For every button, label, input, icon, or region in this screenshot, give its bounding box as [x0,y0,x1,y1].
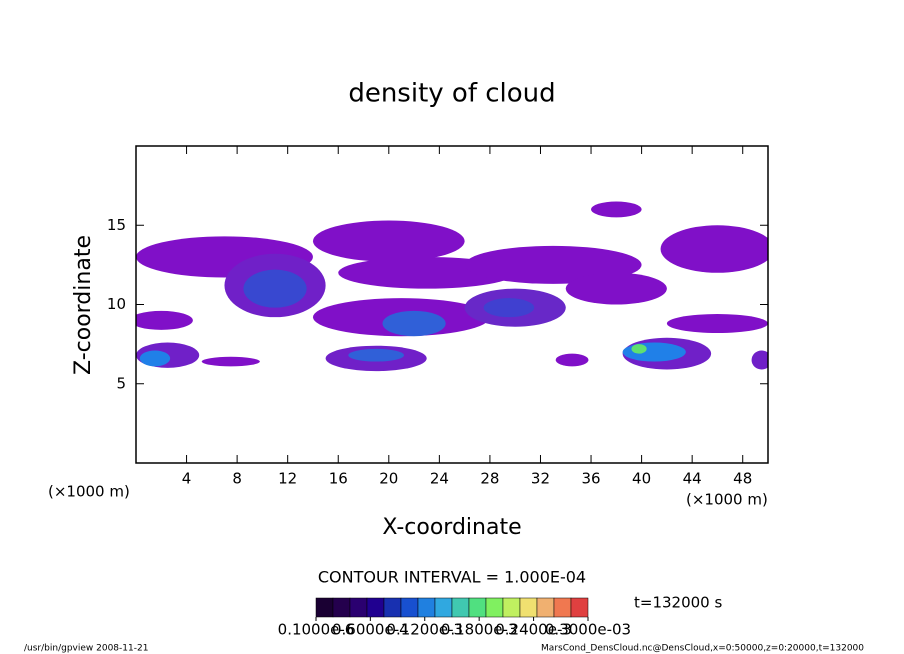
cloud-region [666,314,768,334]
colorbar-swatch [519,597,538,618]
x-tick-label: 16 [329,470,348,488]
cloud-region [243,269,307,308]
colorbar-swatch [366,597,385,618]
colorbar-swatch [383,597,402,618]
colorbar-swatch [332,597,351,618]
x-tick-label: 4 [182,470,192,488]
colorbar-swatch [451,597,470,618]
y-tick-label: 10 [107,295,126,313]
colorbar-swatch [502,597,521,618]
colorbar-tick-label: 0.3000e-03 [545,621,631,639]
footer-right: MarsCond_DensCloud.nc@DensCloud,x=0:5000… [541,644,864,654]
x-tick-label: 36 [581,470,600,488]
y-tick-label: 15 [107,216,126,234]
x-tick-label: 32 [531,470,550,488]
cloud-region [631,344,647,354]
x-tick-label: 28 [480,470,499,488]
y-axis-label: Z-coordinate [71,235,96,375]
x-axis-label: X-coordinate [382,515,521,540]
chart-title: density of cloud [348,79,555,109]
colorbar-swatch [536,597,555,618]
cloud-region [751,350,768,370]
colorbar-swatch [349,597,368,618]
colorbar-tick-label: 0.1000e-6 [278,621,355,639]
cloud-region [555,353,589,367]
x-unit: (×1000 m) [686,491,768,509]
cloud-region [660,225,768,273]
colorbar-swatch [434,597,453,618]
cloud-region [201,356,260,367]
colorbar-swatch [553,597,572,618]
x-tick-label: 20 [379,470,398,488]
cloud-region [483,298,535,318]
footer-left: /usr/bin/gpview 2008-11-21 [24,644,148,654]
cloud-region [139,350,171,367]
cloud-region [136,310,193,330]
cloud-region [382,310,446,337]
colorbar-swatch [485,597,504,618]
colorbar-swatch [468,597,487,618]
x-tick-label: 48 [733,470,752,488]
colorbar-tick-label: 0.2400e-3 [495,621,572,639]
x-tick-label: 12 [278,470,297,488]
y-tick-label: 5 [116,374,126,392]
cloud-region [312,220,465,262]
x-tick-label: 8 [232,470,242,488]
cloud-region [591,201,642,218]
colorbar-tick-label: 0.1200e-3 [386,621,463,639]
field [136,201,768,372]
colorbar-swatch [315,597,334,618]
colorbar-tick-label: 0.6000e-4 [332,621,409,639]
x-tick-label: 44 [683,470,702,488]
colorbar-swatch [417,597,436,618]
cloud-region [565,272,667,305]
cloud-region [622,342,686,362]
time-label: t=132000 s [634,594,722,612]
x-tick-label: 24 [430,470,449,488]
colorbar-swatch [570,597,589,618]
x-unit: (×1000 m) [48,483,130,501]
colorbar-tick-label: 0.1800e-3 [441,621,518,639]
cloud-region [348,348,404,362]
contour-interval: CONTOUR INTERVAL = 1.000E-04 [318,568,586,587]
colorbar-swatch [400,597,419,618]
x-tick-label: 40 [632,470,651,488]
